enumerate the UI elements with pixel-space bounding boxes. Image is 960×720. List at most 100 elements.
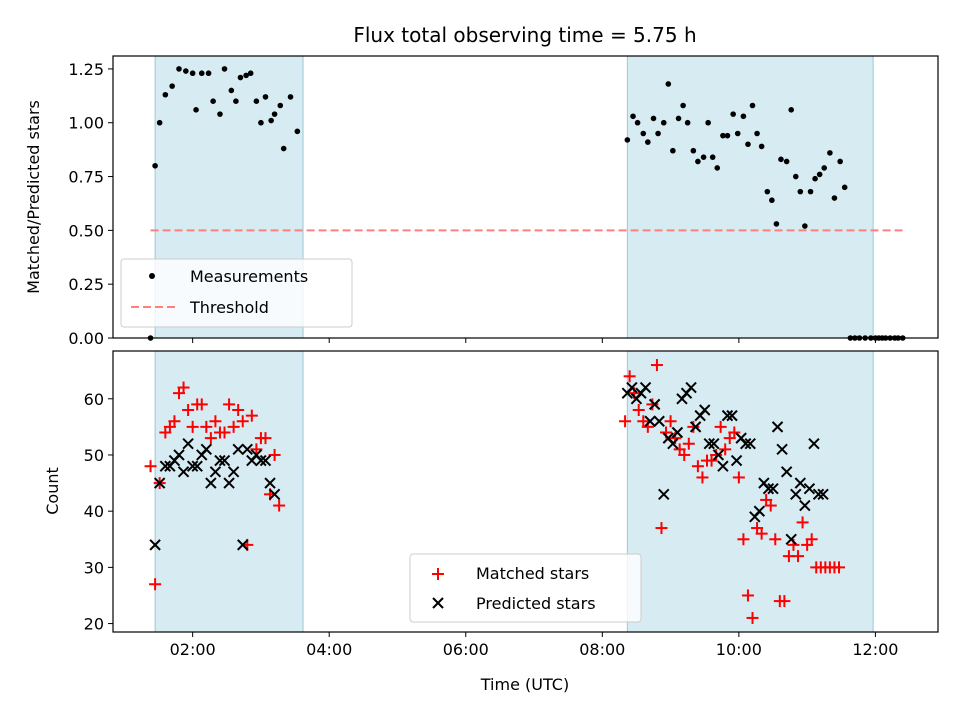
predicted-stars-point bbox=[658, 488, 670, 501]
predicted-stars-point bbox=[776, 443, 788, 456]
measurement-point bbox=[670, 147, 676, 154]
measurement-point bbox=[841, 184, 848, 191]
top-y-ticks: 0.00 0.25 0.50 0.75 1.00 1.25 bbox=[68, 60, 113, 348]
matched-stars-point bbox=[687, 420, 700, 433]
matched-stars-point bbox=[655, 522, 668, 535]
predicted-stars-point bbox=[739, 438, 752, 450]
measurement-point bbox=[640, 130, 647, 137]
matched-stars-point bbox=[227, 420, 240, 433]
top-panel: Flux total observing time = 5.75 h 0.000… bbox=[24, 23, 939, 348]
matched-stars-point bbox=[678, 448, 691, 461]
y-tick-label: 0.25 bbox=[68, 275, 104, 294]
measurement-point bbox=[258, 119, 264, 126]
matched-stars-point bbox=[623, 370, 636, 383]
predicted-stars-point bbox=[648, 398, 661, 411]
measurement-point bbox=[887, 335, 894, 341]
y-tick-label: 1.00 bbox=[68, 114, 104, 133]
matched-stars-point bbox=[805, 533, 818, 546]
matched-stars-point bbox=[273, 499, 286, 512]
measurement-point bbox=[147, 335, 154, 341]
matched-stars-point bbox=[144, 460, 157, 473]
predicted-stars-point bbox=[730, 454, 743, 467]
measurement-point bbox=[660, 119, 667, 126]
measurement-point bbox=[680, 102, 686, 109]
measurement-point bbox=[882, 335, 889, 341]
x-tick-label: 08:00 bbox=[579, 640, 625, 659]
measurement-point bbox=[271, 111, 278, 117]
matched-stars-point bbox=[218, 426, 231, 439]
matched-stars-point bbox=[632, 404, 645, 417]
matched-stars-point bbox=[646, 398, 659, 411]
measurement-point bbox=[745, 141, 751, 148]
predicted-stars-point bbox=[149, 539, 161, 551]
matched-stars-point bbox=[177, 381, 190, 394]
matched-stars-point bbox=[737, 533, 750, 546]
predicted-stars-point bbox=[685, 381, 697, 394]
predicted-stars-point bbox=[227, 466, 240, 478]
predicted-stars-point bbox=[790, 488, 802, 501]
matched-stars-point bbox=[232, 404, 245, 417]
legend-measurements-label: Measurements bbox=[190, 267, 308, 286]
measurement-point bbox=[645, 139, 651, 145]
top-x-ticks bbox=[192, 338, 876, 343]
measurement-point bbox=[684, 119, 691, 126]
top-legend: Measurements Threshold bbox=[120, 258, 353, 328]
predicted-stars-point bbox=[817, 488, 829, 501]
measurement-point bbox=[205, 70, 212, 77]
measurement-point bbox=[769, 197, 775, 204]
matched-stars-point bbox=[209, 415, 222, 428]
measurement-point bbox=[812, 175, 818, 182]
measurement-point bbox=[695, 158, 701, 165]
predicted-stars-point bbox=[726, 409, 738, 422]
matched-stars-point bbox=[741, 589, 754, 602]
measurement-point bbox=[816, 171, 823, 178]
measurement-point bbox=[233, 98, 239, 105]
predicted-stars-point bbox=[259, 454, 272, 467]
predicted-stars-point bbox=[191, 460, 203, 472]
predicted-stars-point bbox=[785, 533, 797, 545]
measurement-point bbox=[709, 154, 716, 160]
legend-threshold-label: Threshold bbox=[189, 298, 269, 317]
predicted-stars-point bbox=[639, 381, 652, 394]
measurement-point bbox=[262, 94, 269, 100]
bottom-x-ticks: 02:00 04:00 06:00 08:00 10:00 12:00 bbox=[170, 632, 898, 659]
y-tick-label: 0.75 bbox=[68, 168, 104, 187]
predicted-stars-point bbox=[699, 404, 711, 416]
measurement-point bbox=[247, 70, 254, 77]
y-tick-label: 40 bbox=[84, 502, 104, 521]
predicted-stars-point bbox=[268, 488, 281, 501]
predicted-stars-point bbox=[808, 438, 820, 450]
measurement-point bbox=[183, 68, 189, 74]
measurement-point bbox=[720, 132, 726, 139]
bottom-panel: 20 30 40 50 60 02:00 04:00 06:00 08:00 10:00 12:0… bbox=[43, 350, 939, 694]
matched-stars-point bbox=[200, 420, 213, 433]
matched-stars-point bbox=[769, 533, 782, 546]
predicted-stars-point bbox=[753, 505, 766, 517]
predicted-stars-point bbox=[762, 482, 775, 495]
measurement-point bbox=[837, 158, 843, 165]
measurement-point bbox=[773, 221, 780, 227]
matched-stars-point bbox=[755, 527, 768, 540]
predicted-stars-point bbox=[671, 426, 684, 439]
measurement-point bbox=[714, 165, 721, 171]
predicted-stars-point bbox=[205, 477, 217, 489]
matched-stars-point bbox=[732, 471, 745, 484]
bottom-y-axis-label: Count bbox=[43, 467, 62, 515]
matched-stars-point bbox=[236, 415, 249, 428]
measurement-point bbox=[899, 335, 906, 341]
measurement-point bbox=[847, 335, 854, 341]
bottom-plot-area bbox=[112, 350, 939, 633]
measurement-point bbox=[821, 165, 828, 171]
predicted-stars-point bbox=[626, 381, 638, 394]
y-tick-label: 50 bbox=[84, 446, 104, 465]
observing-window-2 bbox=[626, 350, 874, 633]
measurement-point bbox=[734, 130, 741, 137]
measurement-point bbox=[253, 98, 260, 105]
measurement-point bbox=[705, 119, 711, 126]
measurement-point bbox=[700, 154, 707, 160]
top-plot-marks bbox=[147, 66, 906, 341]
predicted-stars-point bbox=[223, 477, 235, 489]
measurement-point bbox=[788, 107, 795, 113]
bottom-legend-box bbox=[409, 553, 642, 623]
predicted-stars-point bbox=[721, 409, 734, 422]
